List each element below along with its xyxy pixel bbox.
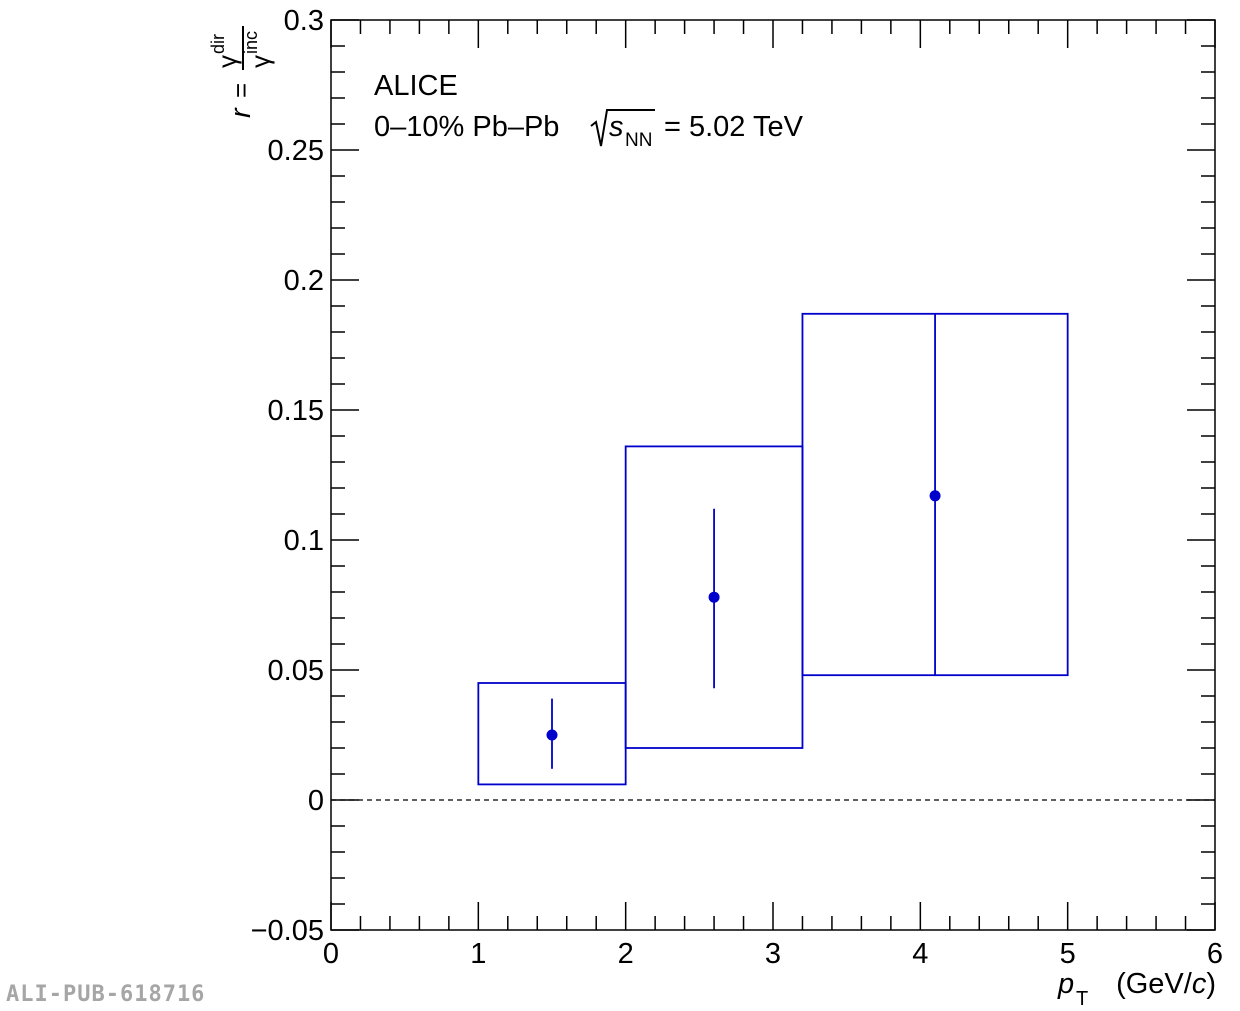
sqrt-s-label: s — [609, 111, 624, 143]
x-axis-title: p T (GeV/c) — [1057, 968, 1216, 1010]
plot-frame — [330, 19, 1216, 931]
y-tick-label: 0.3 — [284, 5, 324, 37]
x-axis-sub: T — [1076, 988, 1088, 1010]
x-axis-unit-close: ) — [1206, 968, 1216, 1000]
x-tick-label: 3 — [765, 938, 781, 970]
sqrt-sign — [590, 109, 655, 147]
system-suffix: = 5.02 TeV — [664, 111, 804, 143]
system-prefix: 0–10% Pb–Pb — [374, 111, 559, 143]
y-tick-label: 0.2 — [284, 265, 324, 297]
y-tick-label: 0.1 — [284, 525, 324, 557]
y-axis-title: r = γ dir γ inc — [208, 26, 275, 118]
y-tick-labels: −0.05 0 0.05 0.1 0.15 0.2 0.25 0.3 — [251, 5, 324, 947]
x-axis-unit: (GeV/c) — [1116, 968, 1216, 1000]
x-axis-unit-c: c — [1192, 968, 1207, 1000]
x-tick-labels: 0 1 2 3 4 5 6 — [323, 938, 1223, 970]
watermark: ALI-PUB-618716 — [6, 982, 206, 1007]
sqrt-s-subscript: NN — [625, 130, 652, 151]
x-axis-unit-open: (GeV/ — [1116, 968, 1193, 1000]
y-tick-label: 0.15 — [268, 395, 324, 427]
y-axis-denominator: γ — [245, 55, 275, 68]
y-axis-numerator: γ — [212, 55, 242, 68]
x-tick-label: 2 — [618, 938, 634, 970]
x-tick-label: 1 — [470, 938, 486, 970]
data-point — [708, 591, 720, 603]
y-tick-label: 0.25 — [268, 135, 324, 167]
axis-ticks — [330, 19, 1216, 931]
y-tick-label: −0.05 — [251, 915, 324, 947]
data-point — [929, 490, 941, 502]
y-axis-denominator-sup: inc — [241, 31, 261, 54]
x-tick-label: 6 — [1207, 938, 1223, 970]
data-series — [477, 312, 1069, 786]
x-tick-label: 0 — [323, 938, 339, 970]
system-label: 0–10% Pb–Pb — [374, 111, 559, 143]
x-axis-var: p — [1057, 968, 1074, 1000]
y-tick-label: 0.05 — [268, 655, 324, 687]
y-axis-eq: = — [226, 83, 256, 98]
y-axis-lhs: r — [225, 107, 257, 118]
y-tick-label: 0 — [308, 785, 324, 817]
x-tick-label: 4 — [912, 938, 928, 970]
x-tick-label: 5 — [1060, 938, 1076, 970]
data-point — [546, 729, 558, 741]
experiment-label: ALICE — [374, 70, 458, 102]
y-axis-numerator-sup: dir — [208, 34, 228, 54]
